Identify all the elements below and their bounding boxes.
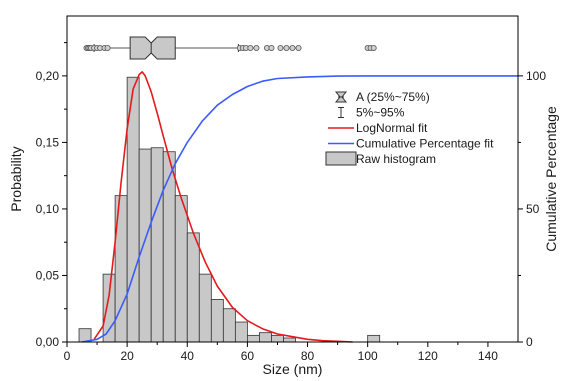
boxplot-outlier — [277, 45, 284, 52]
histogram-bar — [102, 273, 116, 343]
x-tick-label: 60 — [241, 349, 255, 363]
legend-symbol-bar — [325, 151, 357, 166]
legend-label: LogNormal fit — [356, 121, 428, 135]
boxplot-outlier — [253, 45, 260, 52]
fit-curves — [81, 71, 518, 343]
x-axis: 0 20 40 60 80 100 120 140 — [64, 342, 498, 363]
histogram-bar — [138, 148, 152, 343]
legend-label: 5%~95% — [356, 106, 405, 120]
y2-tick-label: 50 — [526, 202, 540, 216]
histogram-bar — [222, 308, 236, 343]
legend-label: Cumulative Percentage fit — [356, 137, 494, 151]
y2-axis-label: Cumulative Percentage — [543, 106, 559, 252]
histogram-bar — [259, 332, 272, 343]
y-tick-label: 0,15 — [36, 135, 60, 149]
y2-axis: 0 50 100 — [518, 69, 546, 349]
legend-label: Raw histogram — [356, 152, 436, 166]
legend-symbol-whisker — [338, 107, 344, 118]
boxplot-notched-box — [129, 36, 176, 60]
histogram-bar — [367, 334, 381, 343]
boxplot-outlier — [295, 45, 302, 52]
cumulative-fit-line — [81, 75, 518, 343]
x-tick-label: 140 — [478, 349, 498, 363]
histogram-bar — [174, 195, 188, 343]
histogram-bar — [162, 151, 176, 343]
boxplot-outlier — [370, 45, 377, 52]
legend-symbol-box — [334, 91, 348, 103]
boxplot-outlier — [289, 45, 296, 52]
histogram-bars — [78, 76, 381, 343]
x-tick-label: 20 — [120, 349, 134, 363]
x-tick-label: 0 — [64, 349, 71, 363]
x-tick-label: 120 — [418, 349, 438, 363]
histogram-bar — [246, 334, 260, 343]
y-axis-label: Probability — [8, 146, 24, 211]
plot-frame — [66, 15, 519, 343]
boxplot-outlier — [268, 45, 275, 52]
legend-label: A (25%~75%) — [356, 90, 430, 104]
x-tick-label: 40 — [181, 349, 195, 363]
histogram-bar — [234, 321, 248, 343]
histogram-bar — [150, 147, 164, 343]
x-tick-label: 100 — [358, 349, 378, 363]
boxplot-outlier — [104, 45, 111, 52]
histogram-bar — [283, 337, 296, 343]
histogram-bar — [198, 273, 212, 343]
x-tick-label: 80 — [301, 349, 315, 363]
y-tick-label: 0,10 — [36, 202, 60, 216]
histogram-bar — [186, 232, 200, 343]
y-tick-label: 0,05 — [36, 268, 60, 282]
y-tick-label: 0,00 — [36, 335, 60, 349]
y-tick-label: 0,20 — [36, 69, 60, 83]
boxplot-outlier — [247, 45, 254, 52]
boxplot — [83, 36, 377, 60]
histogram-bar — [210, 299, 224, 343]
y2-tick-label: 0 — [526, 335, 533, 349]
y2-tick-label: 100 — [526, 69, 546, 83]
x-axis-label: Size (nm) — [263, 361, 323, 377]
histogram-bar — [271, 334, 284, 343]
legend: A (25%~75%) 5%~95%LogNormal fit Cumulative… — [325, 90, 494, 166]
boxplot-outlier — [283, 45, 290, 52]
y-axis: 0,00 0,05 0,10 0,15 0,20 — [36, 42, 67, 349]
